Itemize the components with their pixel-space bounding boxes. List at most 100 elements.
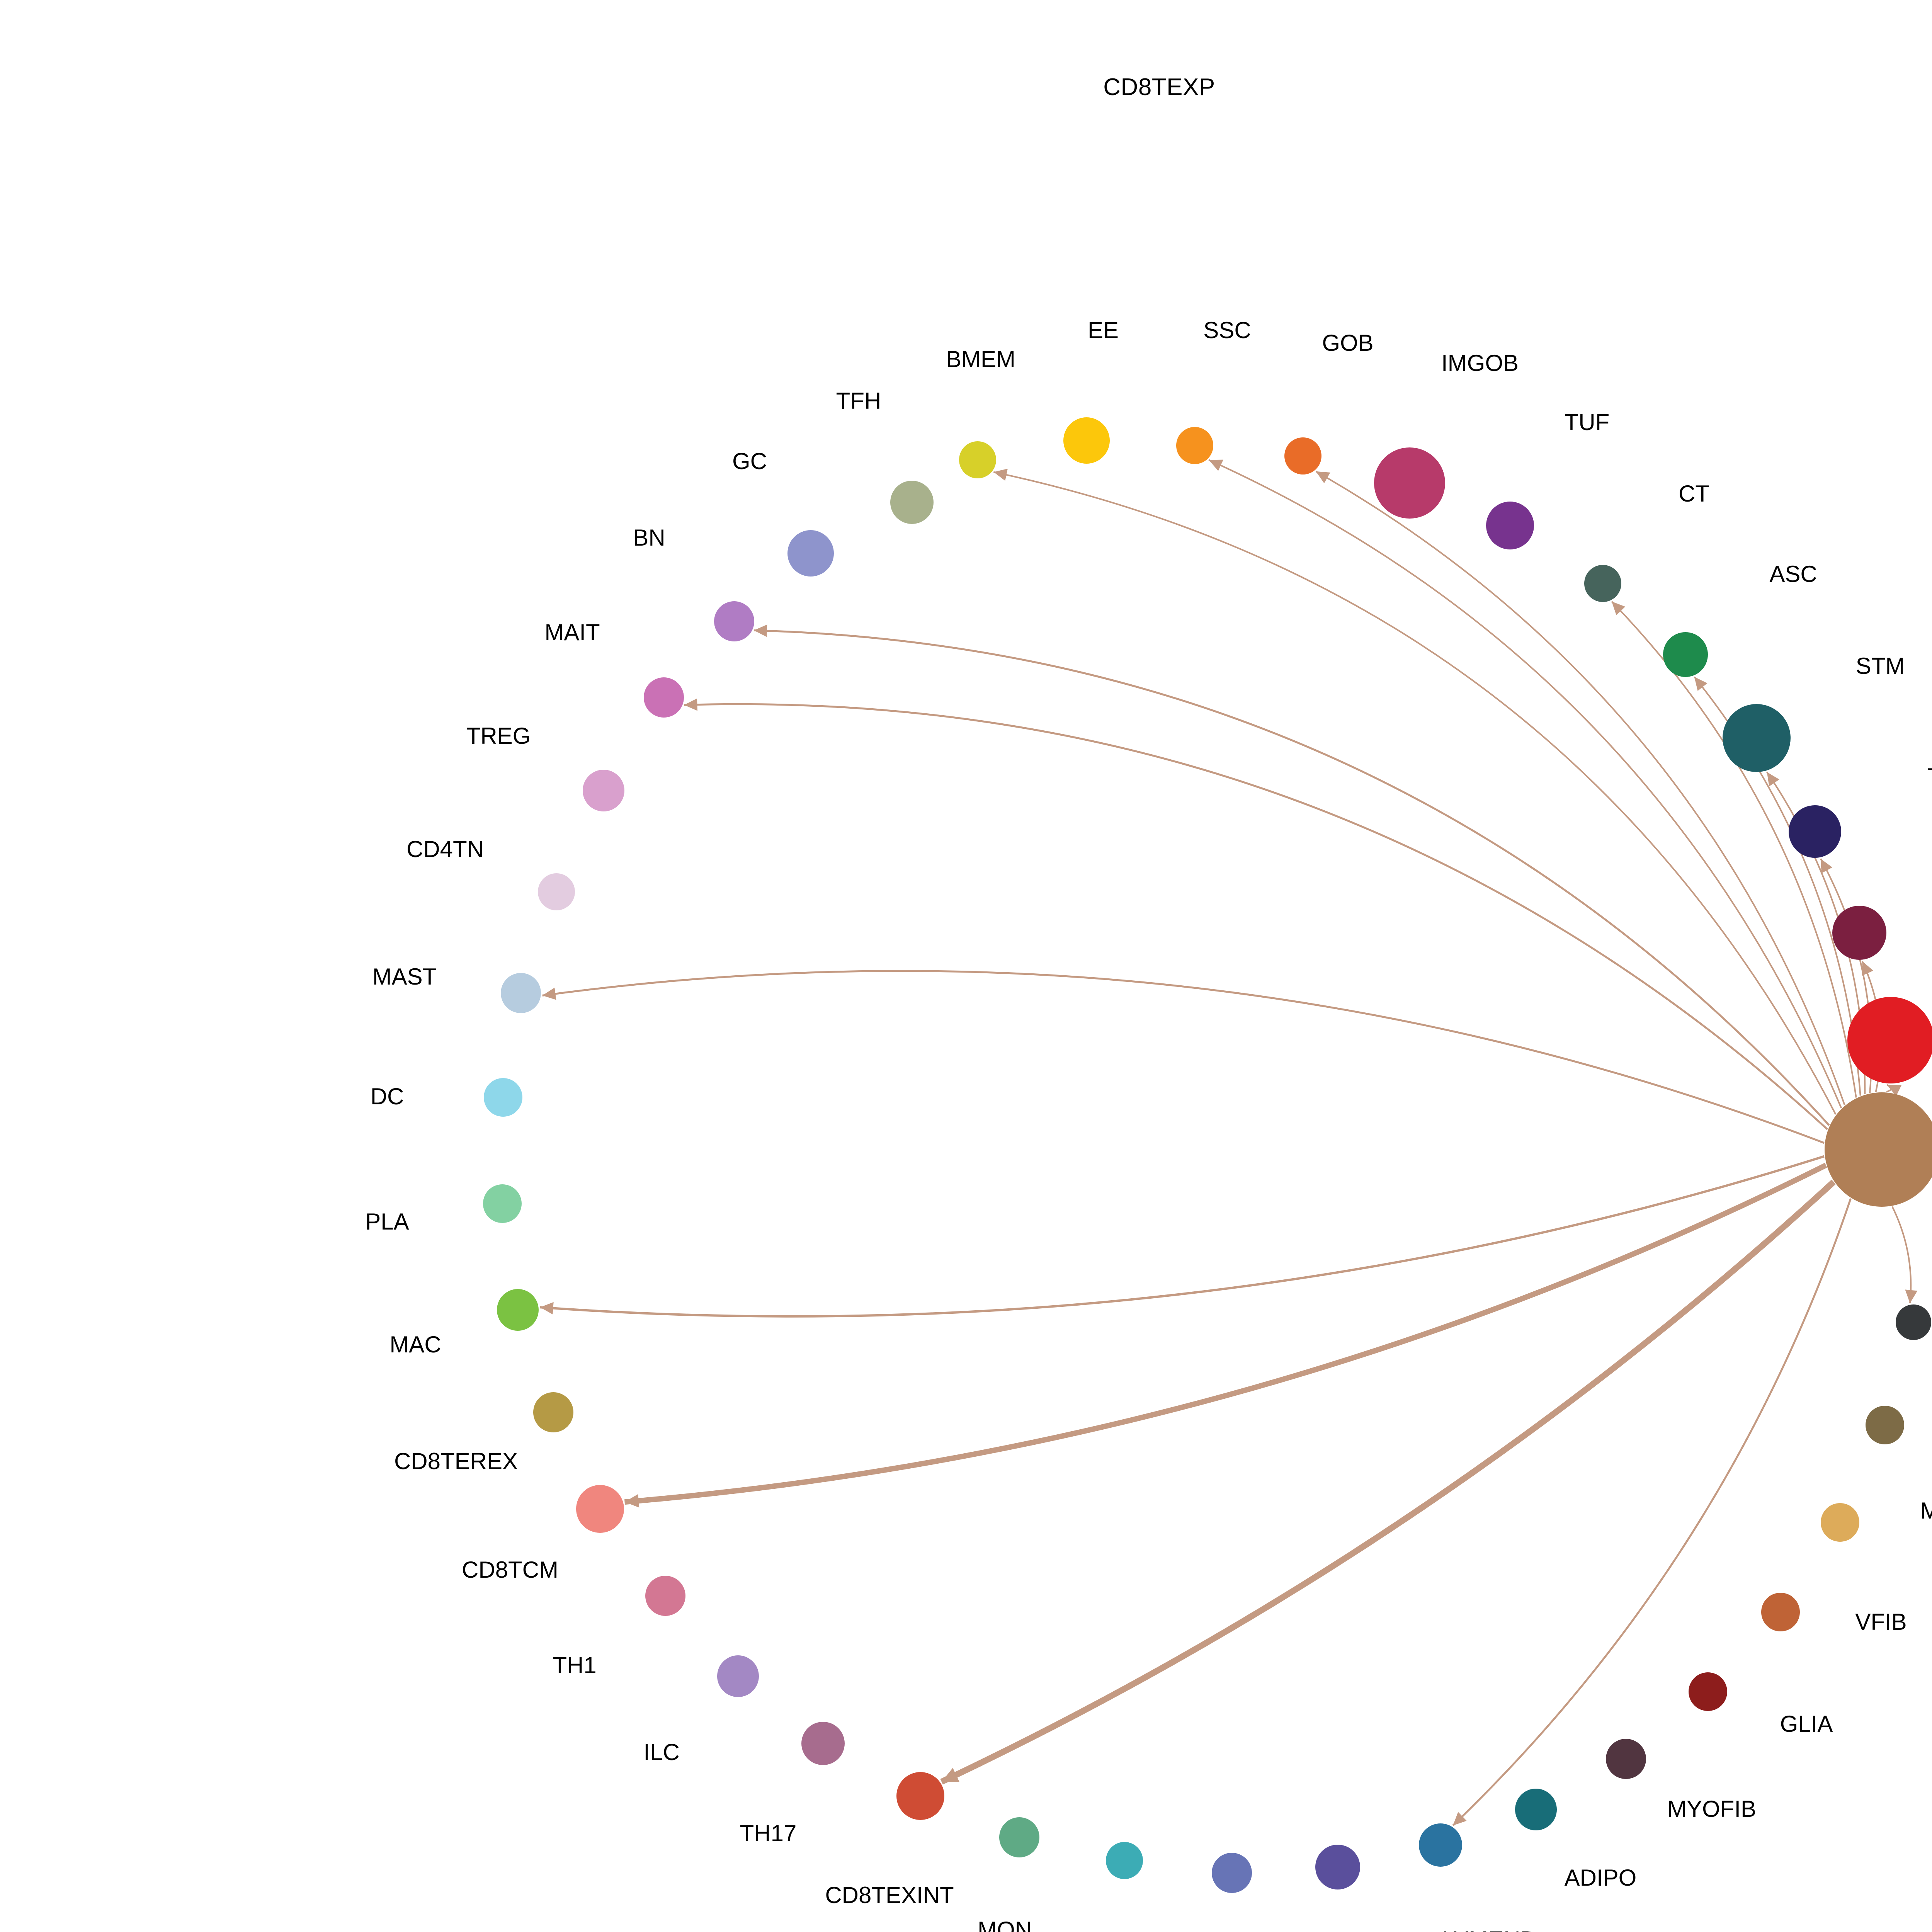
node-label-myofib: MYOFIB (1667, 1796, 1757, 1822)
arrowhead-mac (540, 1302, 554, 1315)
node-incaf[interactable] (1866, 1406, 1904, 1444)
node-label-vfib: VFIB (1855, 1609, 1907, 1635)
edge-cd8texp-to-mait (684, 703, 1828, 1130)
node-label-mait: MAIT (544, 619, 600, 645)
node-label-asc: ASC (1769, 561, 1817, 587)
arrowhead-tac (1820, 859, 1833, 873)
node-label-ilc: ILC (643, 1739, 680, 1765)
node-label-cd4tn: CD4TN (406, 836, 484, 862)
node-treg[interactable] (583, 770, 624, 811)
edge-cd8texp-to-bmem (993, 471, 1837, 1115)
node-myofib[interactable] (1606, 1739, 1646, 1779)
edge-cd8texp-to-mast (542, 970, 1825, 1144)
node-label-mon: MON (978, 1917, 1032, 1932)
node-mast[interactable] (501, 973, 541, 1013)
edge-layer (540, 459, 1918, 1827)
node-icaf[interactable] (1896, 1304, 1931, 1340)
arrowhead-cd8tcm (624, 1494, 639, 1508)
edge-cd8texp-to-gob (1315, 471, 1845, 1105)
node-abs[interactable] (1847, 997, 1932, 1083)
node-label-ssc: SSC (1203, 317, 1251, 343)
edge-cd8texp-to-ssc (1208, 459, 1842, 1109)
node-label-glia: GLIA (1780, 1711, 1833, 1737)
node-label-pla: PLA (365, 1209, 409, 1235)
node-label-dc: DC (370, 1083, 404, 1109)
edge-cd8texp-to-icaf (1891, 1206, 1912, 1304)
node-label-tuf: TUF (1564, 409, 1610, 435)
node-imgob[interactable] (1374, 447, 1445, 519)
node-label-mac: MAC (389, 1332, 441, 1357)
node-vfib[interactable] (1761, 1593, 1800, 1631)
node-ee[interactable] (1063, 417, 1110, 464)
node-cd4tn[interactable] (538, 873, 575, 910)
node-gc[interactable] (787, 530, 834, 577)
node-label-bn: BN (633, 525, 665, 551)
node-label-ct: CT (1679, 481, 1709, 507)
node-label-th17: TH17 (740, 1820, 797, 1846)
node-bn[interactable] (714, 601, 754, 641)
node-bmem[interactable] (959, 441, 996, 478)
node-label-gc: GC (732, 448, 767, 474)
node-dc[interactable] (484, 1078, 522, 1117)
node-pla[interactable] (483, 1184, 522, 1223)
edge-cd8texp-to-cd8texint (940, 1179, 1836, 1785)
node-glia[interactable] (1689, 1672, 1727, 1711)
arrowhead-mast (542, 987, 556, 1000)
node-cfib[interactable] (1315, 1845, 1360, 1889)
arrowhead-asc (1694, 677, 1708, 691)
edge-cd8texp-to-mac (540, 1155, 1825, 1318)
node-tfh[interactable] (890, 481, 934, 524)
node-lymend[interactable] (1419, 1823, 1462, 1867)
arrowhead-icaf (1905, 1289, 1918, 1303)
arrowhead-bmem (993, 468, 1008, 481)
node-label-th1: TH1 (553, 1652, 597, 1678)
node-mon[interactable] (999, 1817, 1039, 1857)
arrowhead-iment (1862, 961, 1874, 976)
node-cd8texp[interactable] (1825, 1092, 1932, 1207)
node-th1[interactable] (645, 1576, 685, 1616)
node-stm[interactable] (1723, 704, 1791, 772)
node-mva[interactable] (1821, 1503, 1859, 1542)
node-label-tac: TAC (1927, 765, 1932, 788)
node-peri[interactable] (1106, 1842, 1143, 1879)
arrowhead-cd8texint (941, 1768, 959, 1782)
node-iment[interactable] (1832, 906, 1886, 960)
node-label-cd8terex: CD8TEREX (394, 1448, 518, 1474)
edge-cd8texp-to-lymend (1452, 1198, 1852, 1827)
node-gob[interactable] (1284, 437, 1321, 474)
node-label-adipo: ADIPO (1564, 1865, 1637, 1891)
node-tuf[interactable] (1486, 502, 1534, 549)
arrowhead-stm (1767, 772, 1780, 787)
node-end[interactable] (1212, 1853, 1252, 1893)
node-ct[interactable] (1584, 565, 1621, 602)
node-label-lymend: LYMEND (1442, 1928, 1537, 1932)
arrowhead-mait (684, 698, 697, 711)
node-label-cd8texint: CD8TEXINT (825, 1882, 954, 1908)
node-label-treg: TREG (466, 723, 531, 749)
node-cd8texint[interactable] (896, 1772, 944, 1820)
node-th17[interactable] (801, 1722, 845, 1765)
node-label-tfh: TFH (836, 388, 881, 414)
node-cd8tcm[interactable] (576, 1485, 624, 1533)
node-tac[interactable] (1789, 805, 1841, 858)
node-label-stm: STM (1855, 653, 1905, 679)
node-mait[interactable] (644, 677, 684, 718)
node-ilc[interactable] (717, 1655, 759, 1697)
node-label-ee: EE (1087, 317, 1119, 343)
node-cd8terex[interactable] (533, 1392, 573, 1432)
node-label-cd8tcm: CD8TCM (462, 1557, 558, 1583)
node-label-gob: GOB (1322, 330, 1374, 356)
node-label-mva: MVA (1920, 1498, 1932, 1524)
arrowhead-ct (1611, 601, 1626, 616)
node-label-mast: MAST (372, 964, 437, 990)
arrowhead-gob (1316, 471, 1330, 483)
arrowhead-lymend (1453, 1812, 1467, 1826)
node-ssc[interactable] (1176, 427, 1213, 464)
node-asc[interactable] (1663, 632, 1708, 677)
node-mac[interactable] (497, 1289, 539, 1331)
page-title: CD8TEXP (1103, 74, 1215, 100)
edge-cd8texp-to-bn (753, 629, 1830, 1126)
node-adipo[interactable] (1515, 1789, 1557, 1830)
